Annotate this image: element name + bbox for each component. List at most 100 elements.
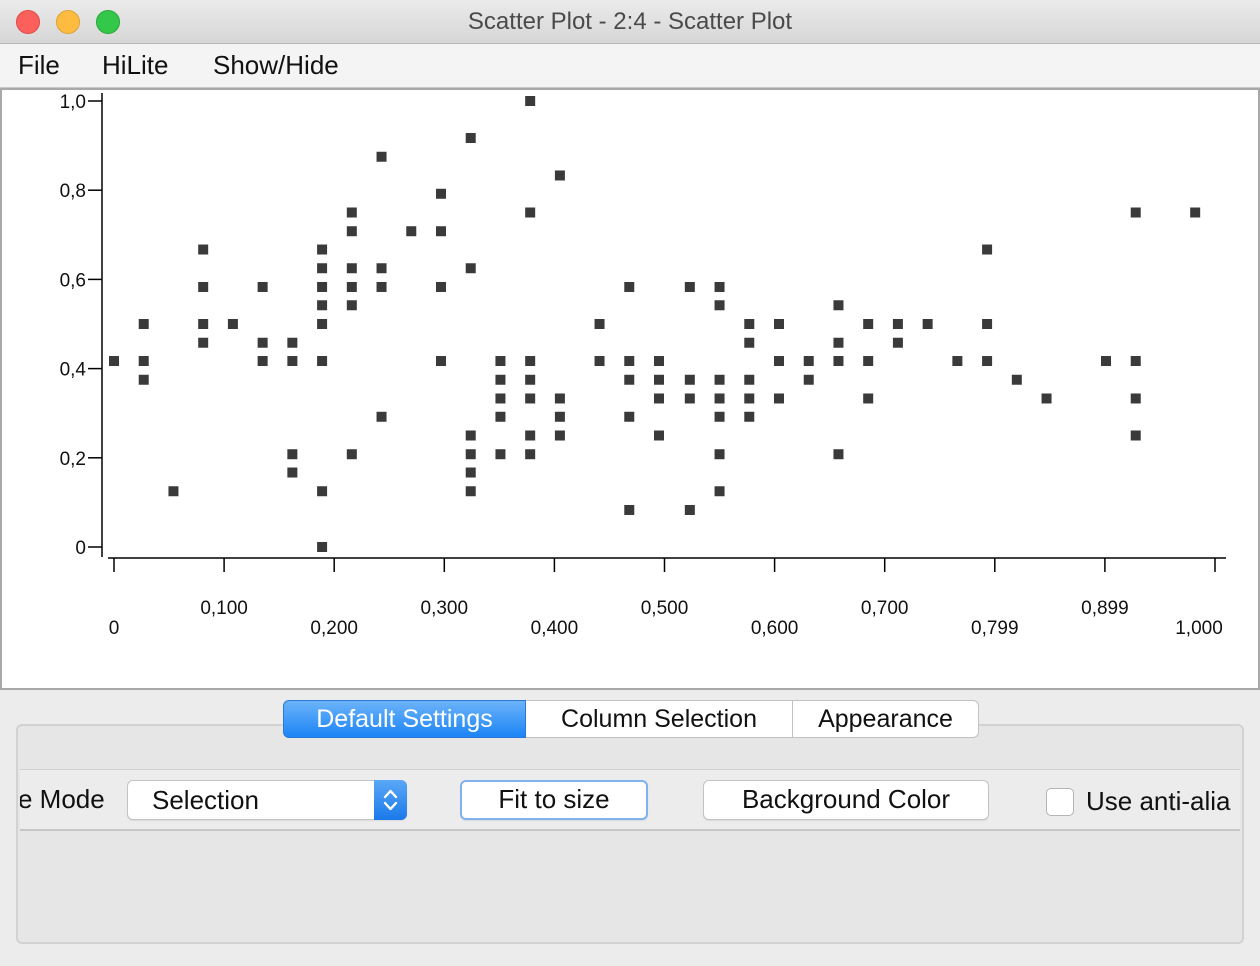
scatter-point bbox=[863, 356, 874, 367]
y-tick-label: 1,0 bbox=[60, 92, 86, 113]
scatter-point bbox=[653, 430, 664, 441]
x-tick-label: 0,700 bbox=[861, 598, 909, 619]
fit-to-size-button[interactable]: Fit to size bbox=[460, 780, 648, 820]
scatter-point bbox=[465, 133, 476, 144]
scatter-point bbox=[624, 356, 635, 367]
window-title: Scatter Plot - 2:4 - Scatter Plot bbox=[467, 8, 793, 35]
scatter-point bbox=[346, 263, 357, 274]
scatter-point bbox=[624, 411, 635, 422]
scatter-point bbox=[833, 356, 844, 367]
scatter-point bbox=[803, 356, 814, 367]
x-tick-label: 0,600 bbox=[751, 618, 799, 639]
scatter-point bbox=[594, 356, 605, 367]
scatter-point bbox=[714, 374, 725, 385]
scatter-point bbox=[624, 281, 635, 292]
scatter-point bbox=[624, 504, 635, 515]
scatter-point bbox=[1101, 356, 1112, 367]
scatter-point bbox=[287, 356, 298, 367]
scatter-point bbox=[833, 300, 844, 311]
scatter-point bbox=[982, 319, 993, 329]
scatter-point bbox=[1130, 393, 1141, 404]
scatter-point bbox=[525, 374, 536, 385]
scatter-point bbox=[714, 449, 725, 460]
scatter-point bbox=[714, 281, 725, 292]
anti-alias-label: Use anti-alia bbox=[1086, 786, 1231, 816]
mouse-mode-select[interactable]: Selection bbox=[127, 780, 407, 820]
scatter-point bbox=[892, 337, 903, 348]
scatter-point bbox=[138, 356, 149, 367]
background-color-button[interactable]: Background Color bbox=[703, 780, 989, 820]
scatter-point bbox=[525, 207, 536, 218]
scatter-point bbox=[653, 356, 664, 367]
x-tick-label: 0,200 bbox=[310, 618, 358, 639]
scatter-point bbox=[495, 411, 506, 422]
x-tick-label: 0 bbox=[109, 618, 120, 639]
scatter-point bbox=[774, 356, 785, 367]
scatter-point bbox=[257, 356, 268, 367]
scatter-point bbox=[624, 374, 635, 385]
scatter-point bbox=[376, 151, 387, 162]
mouse-mode-label: e Mode bbox=[20, 784, 105, 814]
x-tick-label: 0,899 bbox=[1081, 598, 1129, 619]
x-tick-label: 0,400 bbox=[531, 618, 579, 639]
tab-appearance[interactable]: Appearance bbox=[793, 700, 979, 738]
scatter-point bbox=[317, 542, 328, 552]
menu-show-hide[interactable]: Show/Hide bbox=[213, 50, 339, 80]
menu-hilite[interactable]: HiLite bbox=[102, 50, 169, 80]
scatter-point bbox=[495, 374, 506, 385]
scatter-point bbox=[257, 337, 268, 348]
scatter-plot-panel[interactable]: 0 0,2 0,4 0,6 0,8 1,0 0 0,100 0,200 0,300 0,400 0,5… bbox=[0, 88, 1260, 690]
scatter-point bbox=[1130, 430, 1141, 441]
scatter-point bbox=[1011, 374, 1022, 385]
anti-alias-checkbox[interactable] bbox=[1046, 788, 1074, 816]
scatter-point bbox=[863, 393, 874, 404]
scatter-point bbox=[653, 374, 664, 385]
scatter-point bbox=[714, 393, 725, 404]
y-tick-label: 0,2 bbox=[60, 449, 86, 470]
scatter-point bbox=[317, 319, 328, 329]
tab-column-selection[interactable]: Column Selection bbox=[526, 700, 793, 738]
controls-row: e Mode Selection Fit to size Background … bbox=[20, 769, 1240, 831]
scatter-point bbox=[287, 337, 298, 348]
scatter-point bbox=[744, 337, 755, 348]
tab-default-settings[interactable]: Default Settings bbox=[283, 700, 526, 738]
scatter-point bbox=[376, 263, 387, 274]
scatter-point bbox=[525, 449, 536, 460]
scatter-point bbox=[744, 374, 755, 385]
minimize-window-button[interactable] bbox=[56, 10, 80, 34]
scatter-point bbox=[982, 356, 993, 367]
close-window-button[interactable] bbox=[16, 10, 40, 34]
scatter-point bbox=[525, 356, 536, 367]
menu-file[interactable]: File bbox=[18, 50, 60, 80]
scatter-point bbox=[198, 337, 209, 348]
scatter-point bbox=[554, 170, 565, 181]
scatter-point bbox=[287, 467, 298, 478]
scatter-point bbox=[684, 504, 695, 515]
scatter-point bbox=[317, 356, 328, 367]
scatter-point bbox=[892, 319, 903, 329]
scatter-point bbox=[465, 486, 476, 497]
scatter-point bbox=[198, 319, 209, 329]
scatter-point bbox=[198, 281, 209, 292]
scatter-point bbox=[317, 486, 328, 497]
tab-content-panel bbox=[16, 724, 1244, 944]
scatter-point bbox=[435, 226, 446, 237]
scatter-point bbox=[109, 356, 119, 367]
scatter-point bbox=[346, 207, 357, 218]
scatter-plot[interactable]: 0 0,2 0,4 0,6 0,8 1,0 0 0,100 0,200 0,300 0,400 0,5… bbox=[0, 88, 1260, 690]
scatter-point bbox=[714, 411, 725, 422]
scatter-point bbox=[138, 319, 149, 329]
scatter-point bbox=[376, 281, 387, 292]
scatter-point bbox=[833, 449, 844, 460]
x-tick-label: 0,100 bbox=[200, 598, 248, 619]
scatter-point bbox=[317, 244, 328, 255]
scatter-point bbox=[922, 319, 933, 329]
scatter-point bbox=[982, 244, 993, 255]
scatter-point bbox=[594, 319, 605, 329]
scatter-point bbox=[554, 411, 565, 422]
maximize-window-button[interactable] bbox=[96, 10, 120, 34]
menu-bar: File HiLite Show/Hide bbox=[0, 44, 1260, 88]
scatter-point bbox=[714, 300, 725, 311]
scatter-point bbox=[653, 393, 664, 404]
scatter-point bbox=[952, 356, 963, 367]
